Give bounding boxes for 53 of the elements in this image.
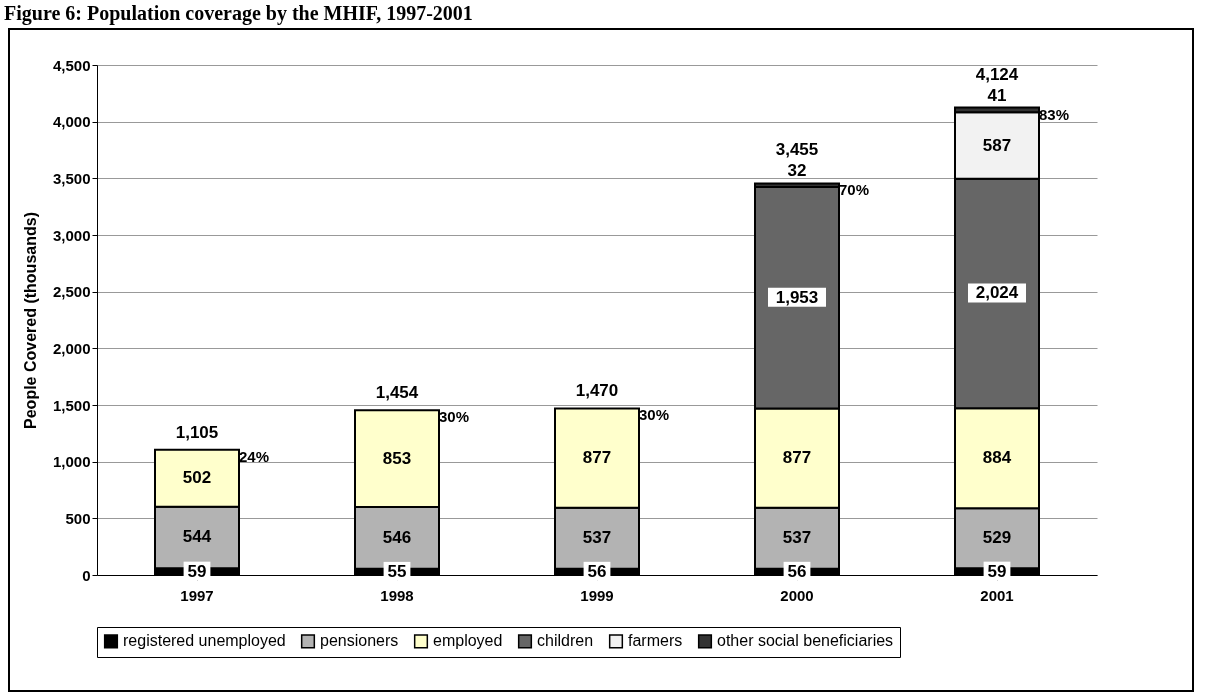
data-label: 529: [982, 528, 1012, 548]
data-label: 2,024: [975, 283, 1019, 303]
y-tick-label: 0: [82, 566, 91, 584]
data-label: 884: [982, 448, 1012, 468]
annotation: 70%: [839, 181, 870, 199]
data-label: 587: [982, 135, 1012, 155]
annotation: 30%: [439, 408, 470, 426]
x-tick-label: 1999: [580, 586, 614, 604]
data-label: 546: [382, 527, 412, 547]
data-label: 32: [787, 161, 807, 181]
x-tick-label: 2001: [980, 586, 1014, 604]
data-label: 59: [187, 561, 207, 581]
data-label: 55: [387, 561, 407, 581]
data-label: 877: [582, 448, 612, 468]
x-tick-label: 1997: [180, 586, 214, 604]
legend-label: farmers: [628, 632, 683, 650]
y-tick-label: 1,000: [52, 453, 91, 471]
data-label: 59: [987, 561, 1007, 581]
y-tick-label: 500: [65, 509, 91, 527]
y-tick-label: 3,500: [52, 169, 91, 187]
data-label: 56: [587, 561, 607, 581]
legend-label: pensioners: [320, 632, 399, 650]
legend-label: employed: [433, 632, 503, 650]
y-tick-label: 1,500: [52, 396, 91, 414]
total-label: 1,105: [175, 422, 219, 442]
data-label: 544: [182, 527, 212, 547]
data-label: 1,953: [775, 287, 819, 307]
data-label: 537: [582, 528, 612, 548]
data-label: 877: [782, 448, 812, 468]
annotation: 83%: [1039, 105, 1070, 123]
total-label: 1,454: [375, 383, 419, 403]
y-tick-label: 2,000: [52, 339, 91, 357]
y-axis-title: People Covered (thousands): [21, 212, 39, 429]
legend-label: other social beneficiaries: [717, 632, 894, 650]
data-label: 537: [782, 528, 812, 548]
annotation: 24%: [239, 447, 270, 465]
total-label: 3,455: [775, 140, 819, 160]
data-label: 502: [182, 468, 212, 488]
y-tick-label: 4,000: [52, 113, 91, 131]
y-tick-label: 4,500: [52, 56, 91, 74]
data-label: 41: [987, 85, 1007, 105]
annotation: 30%: [639, 406, 670, 424]
y-tick-label: 2,500: [52, 283, 91, 301]
chart-title: Figure 6: Population coverage by the MHIF, 1997-2001: [4, 2, 474, 24]
data-label: 853: [382, 448, 412, 468]
x-tick-label: 1998: [380, 586, 414, 604]
x-tick-label: 2000: [780, 586, 814, 604]
y-tick-label: 3,000: [52, 226, 91, 244]
total-label: 4,124: [975, 64, 1019, 84]
data-label: 56: [787, 561, 807, 581]
legend-label: children: [537, 632, 594, 650]
legend-label: registered unemployed: [123, 632, 286, 650]
total-label: 1,470: [575, 381, 619, 401]
